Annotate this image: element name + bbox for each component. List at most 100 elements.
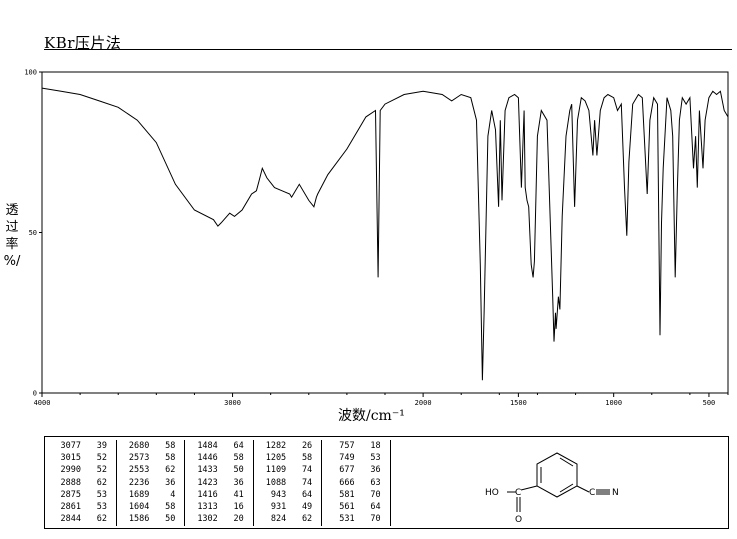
peak-wavenumber: 3015 (60, 453, 81, 464)
peak-table-row: 1416 41 (182, 489, 253, 501)
peak-wavenumber: 1586 (128, 514, 150, 525)
peak-table-row: 1282 26 (250, 440, 321, 452)
peak-transmittance: 49 (301, 501, 313, 512)
peak-transmittance: 53 (96, 501, 107, 512)
peak-table-row: 943 64 (250, 489, 321, 501)
peak-table-row: 1088 74 (250, 477, 321, 489)
peak-transmittance: 16 (233, 501, 244, 512)
x-axis-label: 波数/cm⁻¹ (338, 408, 405, 424)
peak-transmittance: 53 (96, 489, 107, 500)
peak-transmittance: 64 (233, 441, 244, 451)
peak-transmittance: 36 (165, 477, 176, 488)
peak-table-row: 2990 52 (45, 464, 116, 476)
peak-table-column: 2680 58 2573 58 2553 62 2236 36 1689 4 1604 58 1586 5… (113, 440, 186, 526)
peak-wavenumber: 943 (270, 489, 287, 500)
peak-wavenumber: 1416 (197, 489, 218, 500)
peak-table-row: 2553 62 (113, 464, 184, 476)
x-tick-label: 2000 (415, 399, 432, 407)
plot-frame (41, 71, 729, 394)
peak-table-row: 1302 20 (182, 513, 253, 525)
peak-transmittance: 50 (233, 465, 244, 476)
peak-table-row: 2236 36 (113, 477, 184, 489)
peak-table-row: 1604 58 (113, 501, 184, 513)
peak-transmittance: 36 (233, 477, 244, 488)
y-axis-label-char: 过 (5, 220, 18, 235)
peak-wavenumber: 1205 (265, 453, 287, 464)
peak-transmittance: 62 (96, 477, 107, 488)
y-tick-label: 100 (24, 69, 37, 77)
peak-transmittance: 64 (301, 489, 313, 500)
peak-table-row: 581 70 (319, 489, 390, 501)
peak-transmittance: 4 (170, 489, 176, 500)
peak-wavenumber: 531 (339, 514, 355, 525)
peak-table-row: 3077 39 (45, 440, 116, 452)
y-axis-label-char: %/ (4, 254, 21, 269)
peak-wavenumber: 749 (339, 453, 355, 464)
peak-table-row: 1446 58 (182, 452, 253, 464)
peak-wavenumber: 2861 (60, 501, 81, 512)
peak-wavenumber: 2990 (60, 465, 81, 476)
peak-transmittance: 39 (96, 441, 107, 451)
peak-table-row: 2680 58 (113, 440, 184, 452)
peak-table-row: 1313 16 (182, 501, 253, 513)
atom-carboxyl-carbon: C (515, 488, 521, 498)
peak-transmittance: 58 (165, 441, 176, 451)
y-axis-label-char: 率 (5, 236, 18, 252)
peak-wavenumber: 1088 (265, 477, 287, 488)
peak-transmittance: 62 (96, 514, 107, 525)
peak-table-row: 757 18 (319, 440, 390, 452)
page-title: KBr压片法 (44, 34, 122, 52)
peak-wavenumber: 1604 (128, 501, 150, 512)
peak-transmittance: 50 (165, 514, 176, 525)
peak-transmittance: 70 (370, 489, 381, 500)
peak-table-row: 3015 52 (45, 452, 116, 464)
peak-table: 3077 39 3015 52 2990 52 2888 62 2875 53 2861 53 2844… (44, 436, 729, 529)
x-tick-label: 3000 (224, 399, 241, 407)
peak-transmittance: 62 (165, 465, 176, 476)
y-tick-label: 50 (29, 229, 37, 237)
peak-transmittance: 58 (165, 453, 176, 464)
peak-transmittance: 70 (370, 514, 381, 525)
peak-table-row: 749 53 (319, 452, 390, 464)
peak-transmittance: 26 (301, 441, 313, 451)
peak-table-row: 931 49 (250, 501, 321, 513)
benzene-ring (536, 452, 578, 498)
peak-wavenumber: 1423 (197, 477, 218, 488)
peak-table-row: 1586 50 (113, 513, 184, 525)
peak-wavenumber: 561 (339, 501, 355, 512)
peak-table-column: 1282 26 1205 58 1109 74 1088 74 943 64 931 49 824 62 (250, 440, 323, 526)
peak-table-row: 1433 50 (182, 464, 253, 476)
peak-wavenumber: 2680 (128, 441, 150, 451)
peak-transmittance: 52 (96, 465, 107, 476)
peak-table-row: 1423 36 (182, 477, 253, 489)
title-underline (44, 49, 732, 50)
peak-table-row: 2844 62 (45, 513, 116, 525)
peak-wavenumber: 581 (339, 489, 355, 500)
peak-table-row: 2573 58 (113, 452, 184, 464)
peak-table-column: 3077 39 3015 52 2990 52 2888 62 2875 53 2861 53 2844… (45, 440, 117, 526)
peak-transmittance: 74 (301, 477, 313, 488)
peak-wavenumber: 2553 (128, 465, 150, 476)
atom-ho: HO (485, 488, 499, 498)
peak-table-row: 1205 58 (250, 452, 321, 464)
peak-wavenumber: 3077 (60, 441, 81, 451)
atom-nitrile-carbon: C (589, 488, 595, 498)
spectrum-line (41, 87, 729, 381)
peak-table-row: 1689 4 (113, 489, 184, 501)
peak-wavenumber: 677 (339, 465, 355, 476)
peak-table-row: 677 36 (319, 464, 390, 476)
peak-transmittance: 74 (301, 465, 313, 476)
peak-transmittance: 63 (370, 477, 381, 488)
peak-transmittance: 41 (233, 489, 244, 500)
ir-spectrum-chart: 4000 3000 2000 1500 1000 500 0 50 100 透过率 %/ (4, 69, 729, 407)
atom-nitrogen: N (612, 488, 619, 498)
peak-wavenumber: 2844 (60, 514, 81, 525)
peak-wavenumber: 2236 (128, 477, 150, 488)
peak-wavenumber: 1446 (197, 453, 218, 464)
peak-transmittance: 18 (370, 441, 381, 451)
peak-transmittance: 20 (233, 514, 244, 525)
peak-table-row: 824 62 (250, 513, 321, 525)
peak-transmittance: 58 (165, 501, 176, 512)
peak-table-row: 1484 64 (182, 440, 253, 452)
peak-wavenumber: 931 (270, 501, 287, 512)
